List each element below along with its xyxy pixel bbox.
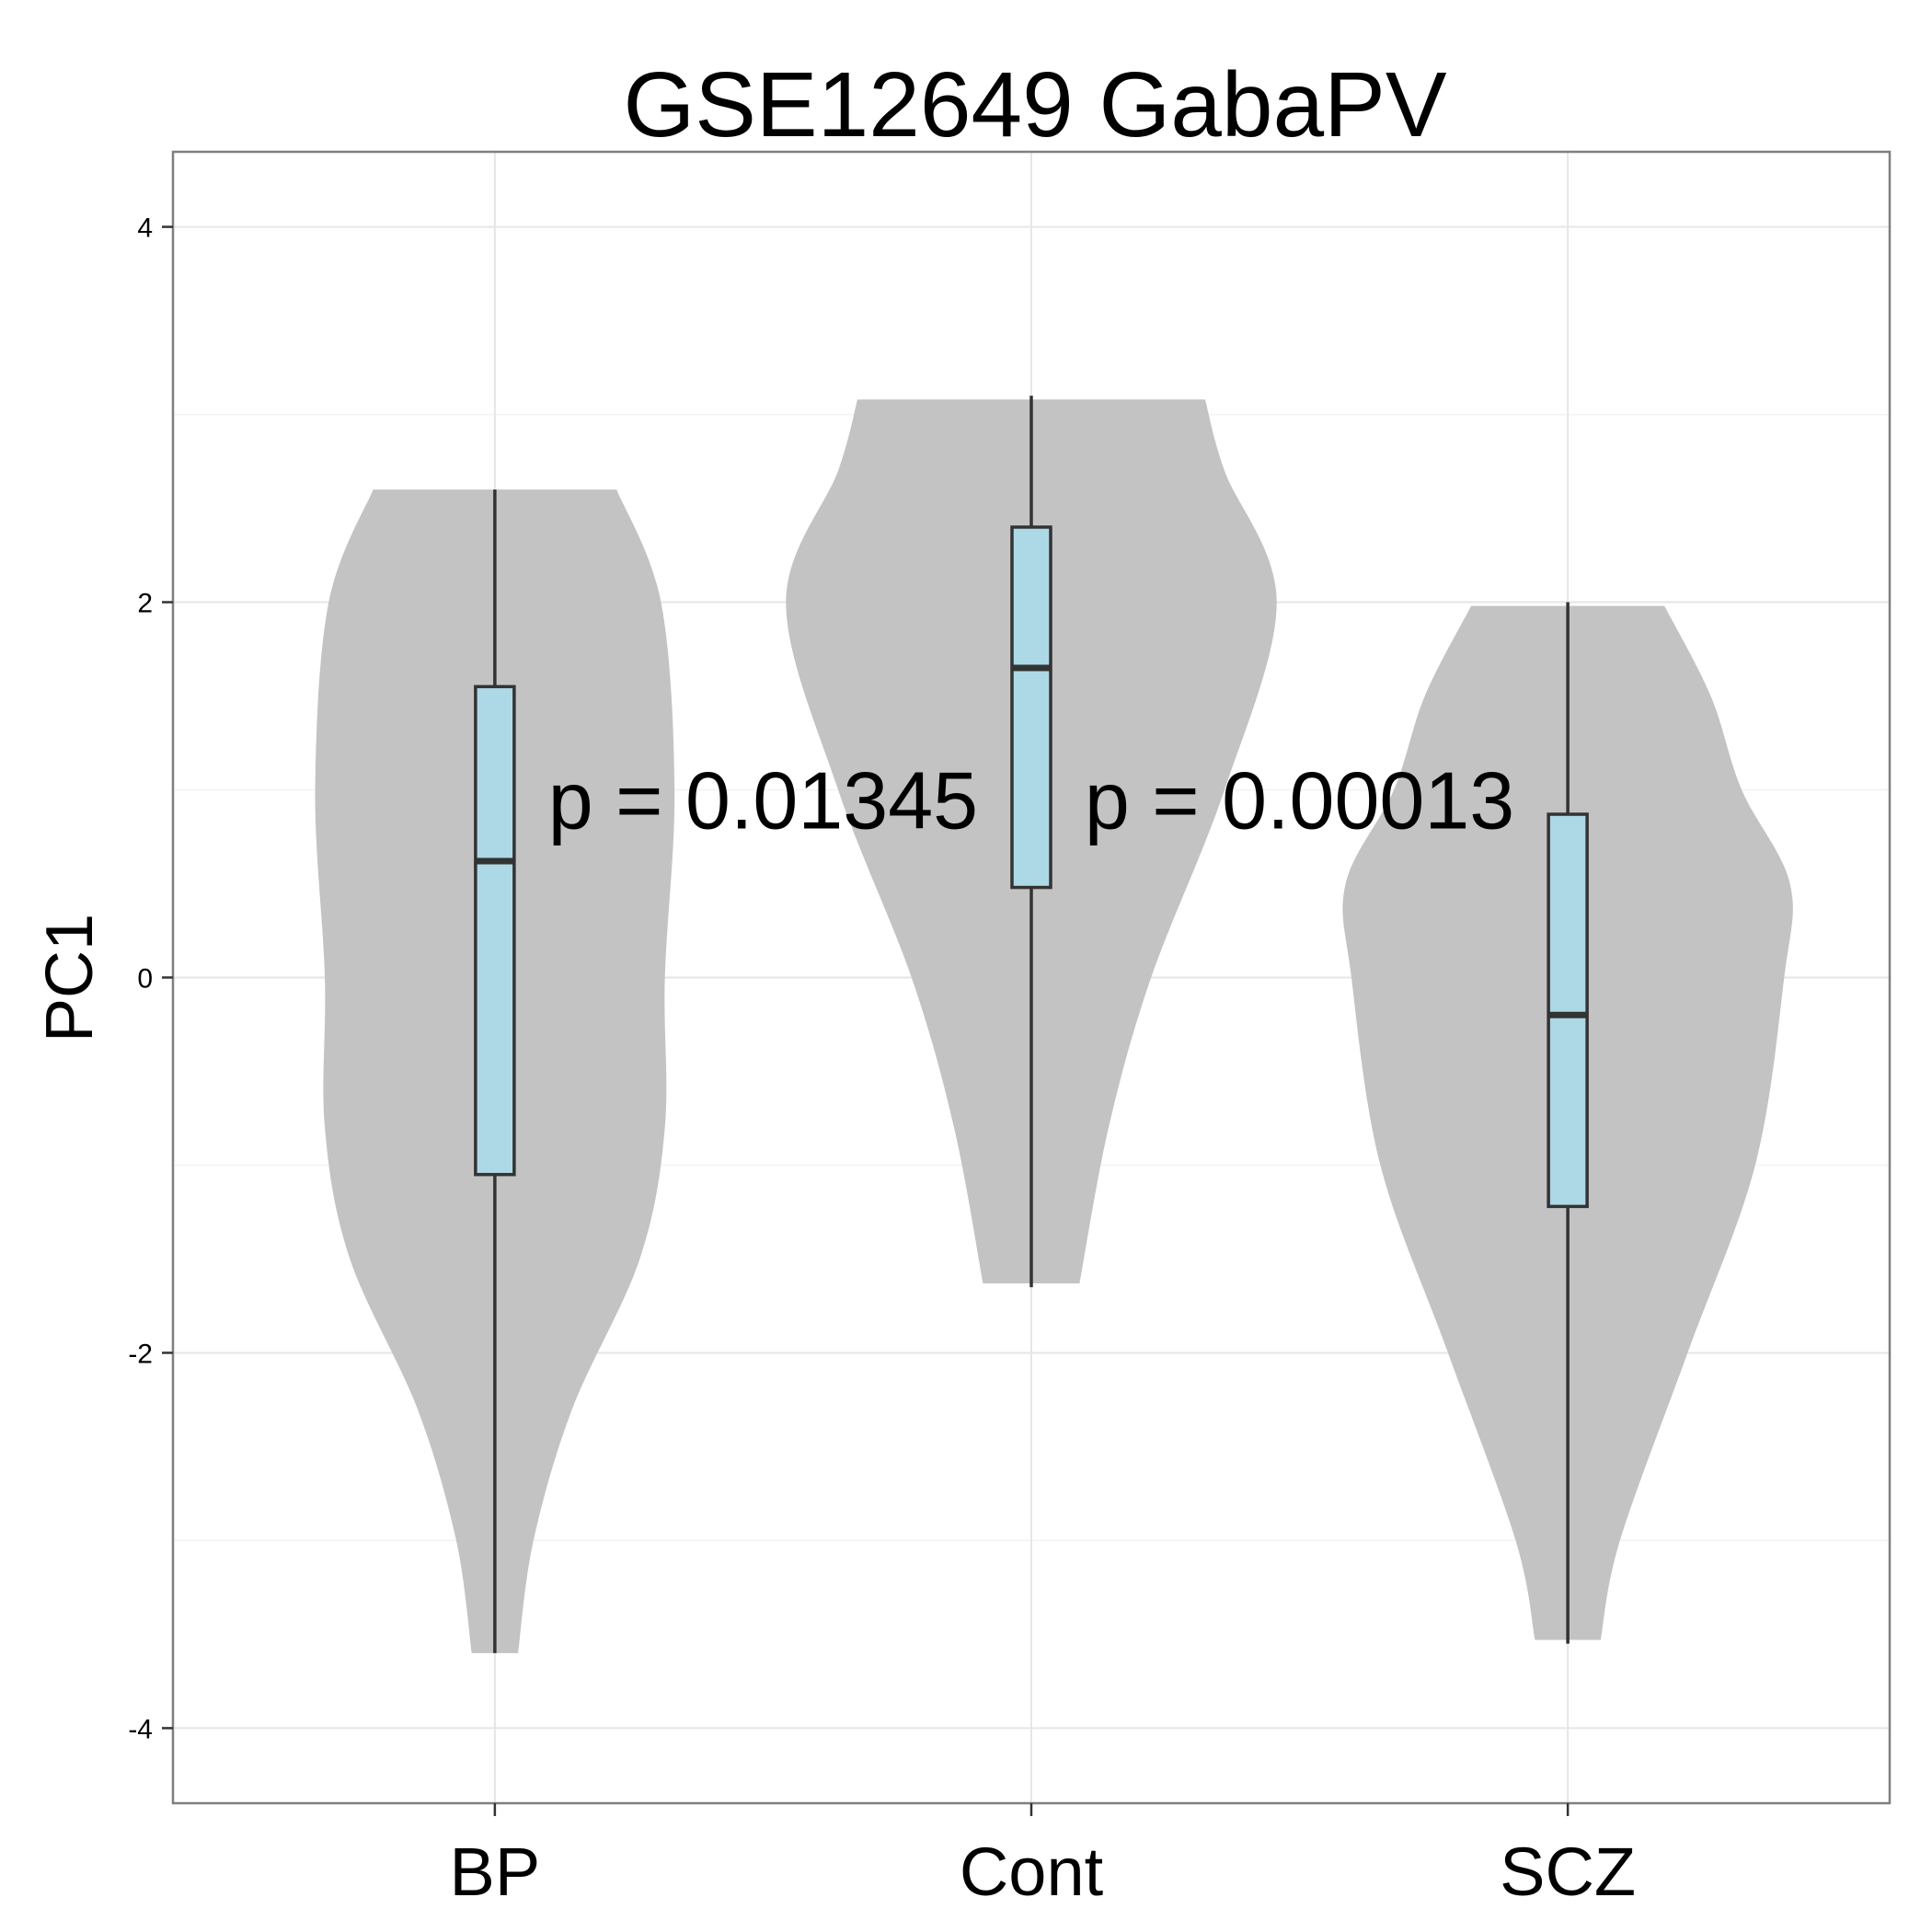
y-tick-label: 2 xyxy=(137,589,153,619)
y-tick-label: -2 xyxy=(128,1339,153,1369)
chart-title: GSE12649 GabaPV xyxy=(623,53,1446,156)
y-axis: -4 -2 0 2 4 xyxy=(128,213,173,1744)
p-value-annotation: p = 0.01345 xyxy=(548,755,978,846)
y-tick-label: 0 xyxy=(137,964,153,995)
x-tick-label: SCZ xyxy=(1500,1834,1636,1910)
y-axis-label: PC1 xyxy=(33,914,107,1042)
y-tick-label: 4 xyxy=(137,213,153,244)
box-bp xyxy=(474,684,516,1177)
x-tick-label: BP xyxy=(450,1834,541,1910)
boxplots xyxy=(474,396,1589,1653)
y-tick-label: -4 xyxy=(128,1714,153,1744)
box-scz xyxy=(1547,812,1589,1209)
box-cont xyxy=(1010,525,1052,890)
x-tick-label: Cont xyxy=(960,1834,1104,1910)
p-value-annotation: p = 0.00013 xyxy=(1085,755,1514,846)
annotations: p = 0.01345 p = 0.00013 xyxy=(548,755,1514,846)
x-axis: BP Cont SCZ xyxy=(450,1803,1636,1910)
